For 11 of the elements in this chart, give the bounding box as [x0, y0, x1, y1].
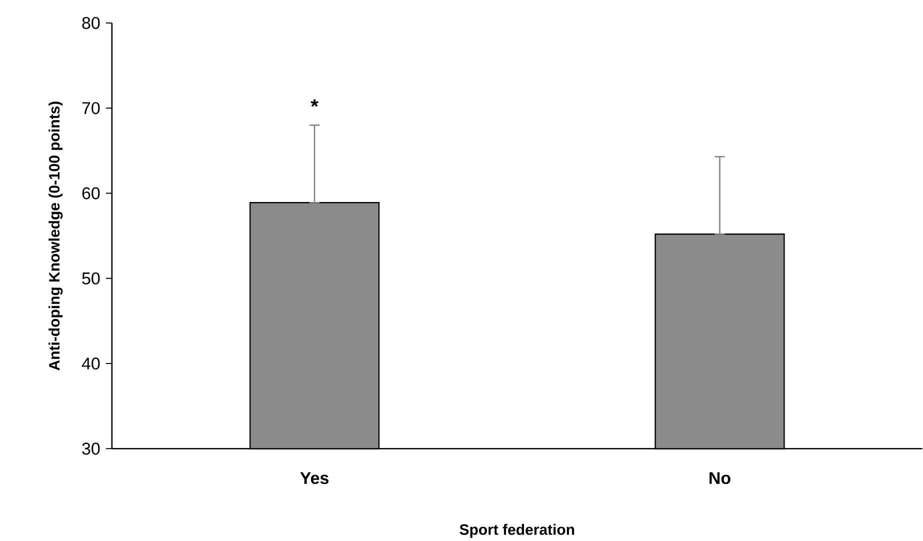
x-tick-label: No [710, 472, 730, 484]
x-axis-title: Sport federation [460, 524, 574, 538]
y-tick-label: 70 [82, 102, 100, 114]
y-tick-label: 40 [82, 357, 100, 370]
y-axis-title: Anti-doping Knowledge (0-100 points) [48, 102, 63, 370]
y-tick-label: 30 [82, 442, 100, 455]
y-tick-label: 50 [82, 272, 100, 284]
annotation: * [310, 99, 318, 107]
x-tick-label: Yes [300, 472, 328, 484]
y-tick-label: 60 [82, 187, 100, 200]
y-tick-label: 80 [82, 16, 100, 29]
